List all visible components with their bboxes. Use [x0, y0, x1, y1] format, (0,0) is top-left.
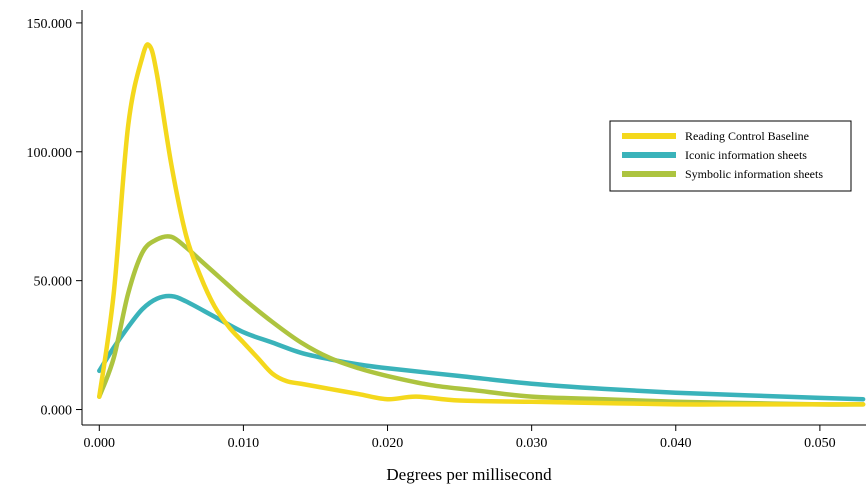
series-layer	[97, 42, 866, 407]
legend-label-reading-control-baseline: Reading Control Baseline	[685, 129, 809, 143]
legend-label-iconic-information-sheets: Iconic information sheets	[685, 148, 807, 162]
series-line-iconic-information-sheets	[97, 293, 866, 402]
legend: Reading Control Baseline Iconic informati…	[609, 120, 852, 192]
x-tick-label: 0.000	[84, 436, 116, 451]
y-tick-label: 150.000	[27, 17, 73, 32]
x-tick-label: 0.040	[660, 436, 692, 451]
y-tick-label: 0.000	[41, 404, 73, 419]
y-tick-label: 100.000	[27, 146, 73, 161]
legend-label-symbolic-information-sheets: Symbolic information sheets	[685, 167, 823, 181]
x-tick-label: 0.020	[372, 436, 404, 451]
x-tick-label: 0.010	[228, 436, 260, 451]
x-tick-label: 0.030	[516, 436, 548, 451]
axes: 0.000 50.000 100.000 150.000 0.000 0.010 0.020…	[27, 10, 866, 451]
series-line-reading-control-baseline	[97, 42, 866, 407]
series-line-symbolic-information-sheets	[97, 234, 866, 407]
y-tick-label: 50.000	[34, 275, 73, 290]
x-tick-label: 0.050	[804, 436, 836, 451]
x-axis-title: Degrees per millisecond	[386, 465, 552, 484]
